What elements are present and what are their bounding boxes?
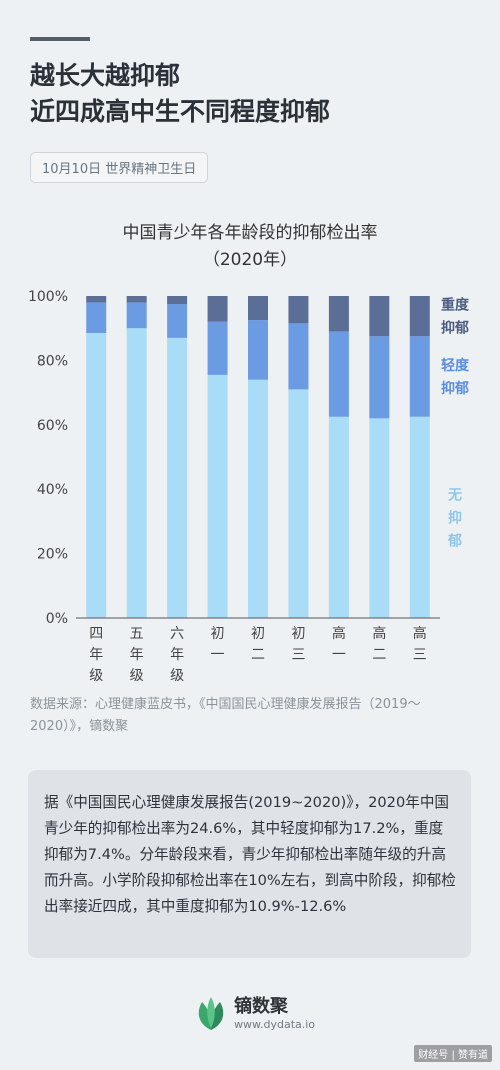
x-tick-label: 年 [170,647,184,663]
x-tick-label: 级 [130,668,144,684]
x-tick-label: 三 [413,647,427,663]
brand-site: www.dydata.io [234,1017,316,1031]
bar-segment-mild [248,320,268,380]
x-tick-label: 一 [332,647,346,663]
date-badge: 10月10日 世界精神卫生日 [30,152,209,183]
y-tick-label: 100% [28,289,68,305]
bar-segment-severe [409,296,430,337]
bar-segment-severe [248,296,268,321]
leaf-logo-icon [198,997,224,1030]
bar-segment-none [167,337,188,618]
legend-label: 无 [447,487,462,503]
bar-segment-none [248,379,268,618]
legend-label: 重度 [441,297,470,314]
bar-segment-mild [328,331,349,417]
x-tick-label: 级 [170,668,184,684]
x-tick-label: 三 [291,647,305,663]
y-tick-label: 20% [37,547,68,563]
data-source-note: 数据来源：心理健康蓝皮书，《中国国民心理健康发展报告（2019～2020）》，镝… [30,697,421,734]
chart-subtitle: （2020年） [202,250,298,270]
title-accent-bar [30,37,90,41]
bar-segment-severe [288,296,309,324]
bar-segment-none [86,333,107,618]
x-tick-label: 初 [291,625,305,642]
x-tick-label: 年 [89,647,103,663]
bar-segment-severe [167,296,188,305]
headline-line2: 近四成高中生不同程度抑郁 [30,97,331,126]
bar-segment-none [409,416,430,618]
x-tick-label: 一 [211,647,225,663]
bar-segment-none [126,328,147,618]
chart-title: 中国青少年各年龄段的抑郁检出率 [122,223,378,243]
bar-segment-severe [86,296,107,303]
y-tick-label: 0% [46,611,68,627]
brand-name: 镝数聚 [234,995,288,1017]
headline-line1: 越长大越抑郁 [30,61,181,90]
bar-segment-mild [409,336,430,417]
x-tick-label: 高 [413,625,427,642]
x-tick-label: 级 [89,668,103,684]
legend-label: 抑郁 [441,320,469,337]
summary-box: 据《中国国民心理健康发展报告(2019~2020)》，2020年中国青少年的抑郁… [28,770,471,958]
legend-label: 轻度 [441,357,470,374]
bar-segment-mild [288,323,309,390]
bar-segment-none [328,416,349,618]
x-tick-label: 高 [372,625,386,642]
bar-segment-severe [126,296,147,303]
bar-segment-mild [167,304,188,338]
bar-segment-severe [328,296,349,332]
bar-segment-severe [369,296,390,337]
legend-label: 抑郁 [441,380,469,397]
x-tick-label: 初 [211,625,225,642]
x-tick-label: 五 [130,626,144,642]
legend-label: 抑 [448,509,462,526]
x-tick-label: 高 [332,625,346,642]
bar-segment-mild [369,336,390,419]
bar-segment-mild [207,321,228,375]
y-tick-label: 60% [37,418,68,434]
brand-logo: 镝数聚 www.dydata.io [194,994,315,1032]
legend-label: 郁 [447,532,462,549]
bar-segment-mild [86,302,107,334]
y-tick-label: 80% [37,353,68,369]
x-tick-label: 二 [372,647,386,663]
headline: 越长大越抑郁 近四成高中生不同程度抑郁 [30,58,470,130]
y-tick-label: 40% [37,482,68,498]
x-tick-label: 六 [170,626,184,642]
bar-segment-severe [207,296,228,322]
bar-segment-none [288,389,309,618]
bar-segment-mild [126,302,147,329]
corner-watermark: 财经号 | 赞有道 [414,1045,492,1062]
stacked-bar-chart: 0%20%40%60%80%100%四年级五年级六年级初一初二初三高一高二高三无… [28,289,470,684]
x-tick-label: 初 [251,625,265,642]
bar-segment-none [207,374,228,618]
x-tick-label: 年 [130,647,144,663]
bar-segment-none [369,418,390,618]
x-tick-label: 四 [89,626,103,642]
x-tick-label: 二 [251,647,265,663]
